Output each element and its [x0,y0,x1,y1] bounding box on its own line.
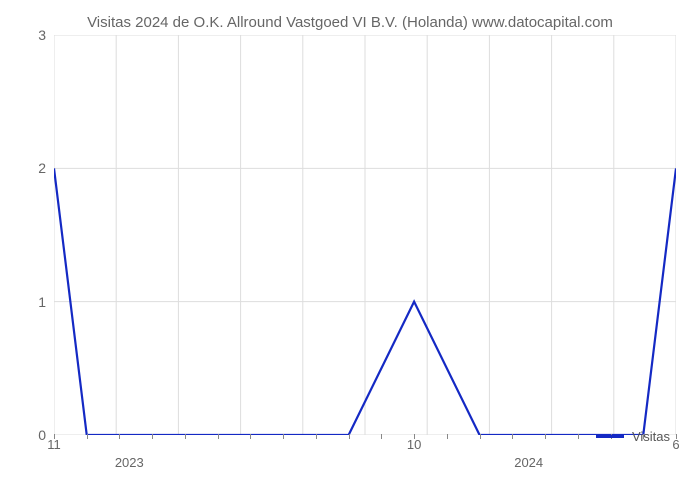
x-minor-tick [480,434,481,439]
x-minor-tick [283,434,284,439]
x-minor-tick [250,434,251,439]
x-minor-tick [87,434,88,439]
x-minor-tick [381,434,382,439]
plot-area: 0123 [54,35,676,435]
x-minor-tick [512,434,513,439]
x-minor-tick [185,434,186,439]
x-minor-tick [578,434,579,439]
x-minor-tick [316,434,317,439]
x-year-label: 2023 [115,455,144,470]
x-year-label: 2024 [514,455,543,470]
y-tick-label: 1 [38,294,46,310]
x-minor-tick [119,434,120,439]
legend-label: Visitas [632,429,670,444]
y-tick-label: 3 [38,27,46,43]
x-minor-tick [152,434,153,439]
plot-svg [54,35,676,435]
y-tick-label: 0 [38,427,46,443]
x-minor-tick [218,434,219,439]
legend-swatch [596,435,624,438]
x-minor-tick [545,434,546,439]
legend: Visitas [586,425,680,448]
y-tick-label: 2 [38,160,46,176]
x-minor-tick [349,434,350,439]
x-axis: 1110620232024 [54,435,676,475]
chart-title: Visitas 2024 de O.K. Allround Vastgoed V… [12,10,688,35]
x-tick-label: 10 [407,437,421,452]
chart-container: Visitas 2024 de O.K. Allround Vastgoed V… [0,0,700,500]
x-minor-tick [447,434,448,439]
x-tick-label: 11 [47,437,61,452]
